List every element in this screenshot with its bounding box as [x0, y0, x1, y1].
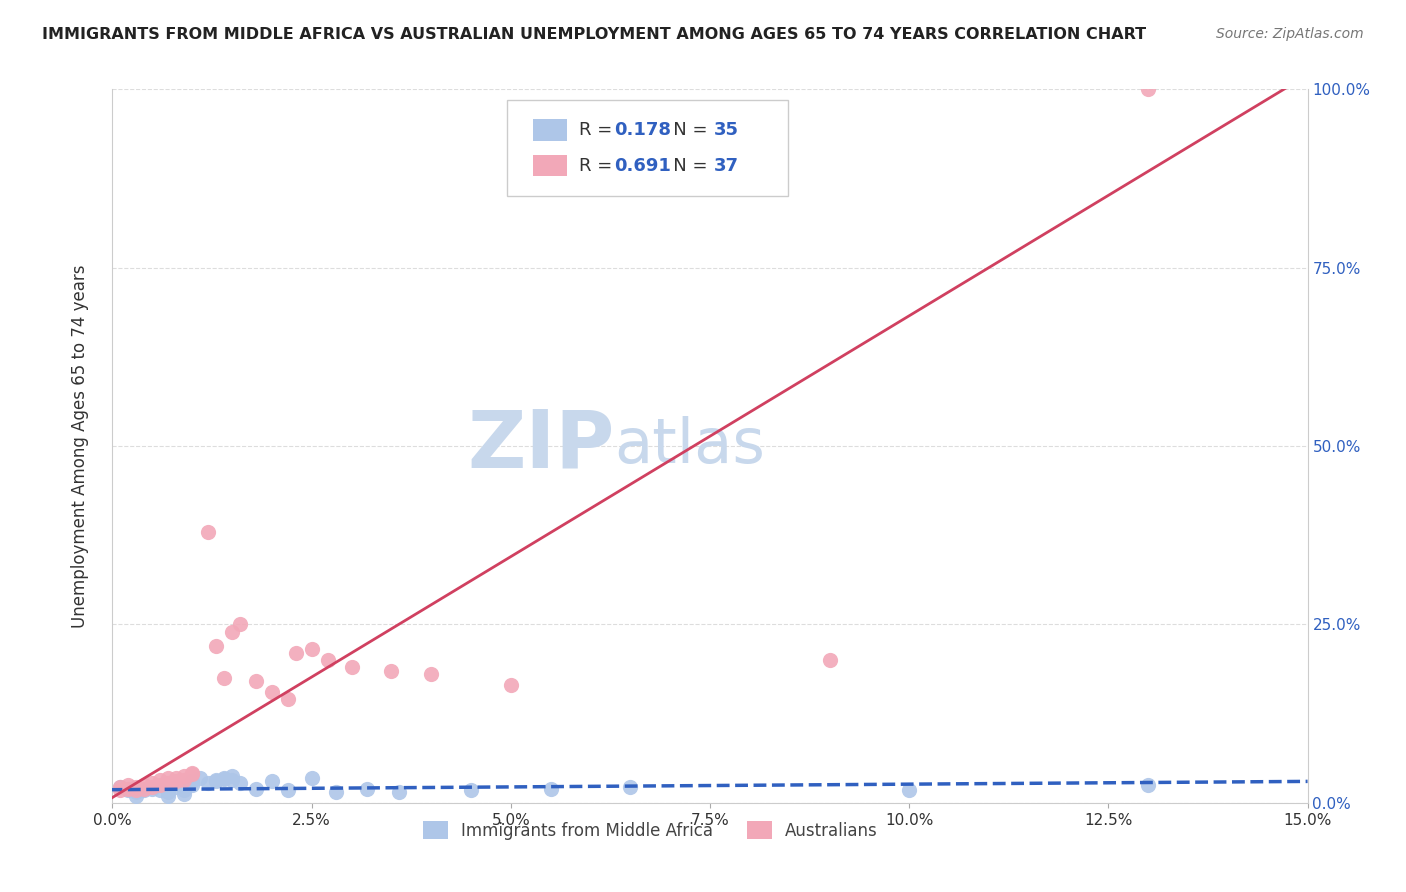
Point: [157, 789, 180, 803]
Point: [356, 781, 378, 796]
Point: [181, 767, 204, 781]
Point: [212, 671, 235, 685]
Point: [149, 783, 172, 797]
Point: [221, 624, 243, 639]
Point: [221, 769, 243, 783]
Point: [540, 781, 562, 796]
FancyBboxPatch shape: [533, 155, 567, 177]
Point: [1137, 82, 1160, 96]
Point: [141, 776, 163, 790]
Point: [134, 778, 156, 792]
Point: [1137, 778, 1160, 792]
Point: [284, 646, 307, 660]
Point: [110, 780, 132, 794]
Text: R =: R =: [579, 157, 617, 175]
Point: [245, 781, 267, 796]
Point: [157, 776, 180, 790]
Point: [898, 783, 921, 797]
Point: [173, 769, 195, 783]
Point: [181, 774, 204, 789]
Point: [117, 778, 139, 792]
Point: [499, 678, 522, 692]
Point: [277, 783, 299, 797]
Point: [110, 783, 132, 797]
Point: [125, 783, 148, 797]
Point: [157, 785, 180, 799]
Point: [134, 781, 156, 796]
Point: [141, 780, 163, 794]
Point: [212, 771, 235, 785]
Point: [173, 787, 195, 801]
Point: [229, 617, 252, 632]
Point: [205, 639, 228, 653]
Text: R =: R =: [579, 121, 617, 139]
Text: 35: 35: [714, 121, 738, 139]
Point: [818, 653, 841, 667]
Point: [460, 783, 482, 797]
Point: [340, 660, 363, 674]
Point: [325, 785, 347, 799]
Point: [301, 642, 323, 657]
FancyBboxPatch shape: [533, 120, 567, 141]
Y-axis label: Unemployment Among Ages 65 to 74 years: Unemployment Among Ages 65 to 74 years: [70, 264, 89, 628]
Point: [173, 772, 195, 787]
Text: ZIP: ZIP: [467, 407, 614, 485]
Point: [316, 653, 339, 667]
Point: [149, 778, 172, 792]
Point: [277, 692, 299, 706]
Point: [165, 774, 187, 789]
Point: [212, 772, 235, 787]
Point: [301, 771, 323, 785]
Point: [221, 772, 243, 787]
Point: [197, 524, 219, 539]
Point: [165, 771, 187, 785]
Point: [205, 772, 228, 787]
Text: N =: N =: [657, 121, 713, 139]
Text: IMMIGRANTS FROM MIDDLE AFRICA VS AUSTRALIAN UNEMPLOYMENT AMONG AGES 65 TO 74 YEA: IMMIGRANTS FROM MIDDLE AFRICA VS AUSTRAL…: [42, 27, 1146, 42]
FancyBboxPatch shape: [508, 100, 787, 196]
Point: [117, 781, 139, 796]
Text: 37: 37: [714, 157, 738, 175]
Text: N =: N =: [657, 157, 713, 175]
Point: [197, 776, 219, 790]
Point: [134, 783, 156, 797]
Point: [245, 674, 267, 689]
Point: [125, 785, 148, 799]
Point: [157, 771, 180, 785]
Legend: Immigrants from Middle Africa, Australians: Immigrants from Middle Africa, Australia…: [415, 814, 886, 848]
Point: [380, 664, 402, 678]
Point: [229, 776, 252, 790]
Point: [117, 783, 139, 797]
Point: [181, 765, 204, 780]
Point: [619, 780, 641, 794]
Point: [260, 685, 283, 699]
Point: [188, 771, 211, 785]
Point: [173, 783, 195, 797]
Point: [165, 780, 187, 794]
Point: [125, 789, 148, 803]
Point: [125, 780, 148, 794]
Point: [149, 772, 172, 787]
Point: [110, 780, 132, 794]
Point: [420, 667, 443, 681]
Point: [260, 774, 283, 789]
Text: 0.178: 0.178: [614, 121, 672, 139]
Text: atlas: atlas: [614, 416, 765, 476]
Point: [388, 785, 411, 799]
Text: Source: ZipAtlas.com: Source: ZipAtlas.com: [1216, 27, 1364, 41]
Point: [205, 774, 228, 789]
Point: [181, 778, 204, 792]
Text: 0.691: 0.691: [614, 157, 671, 175]
Point: [141, 781, 163, 796]
